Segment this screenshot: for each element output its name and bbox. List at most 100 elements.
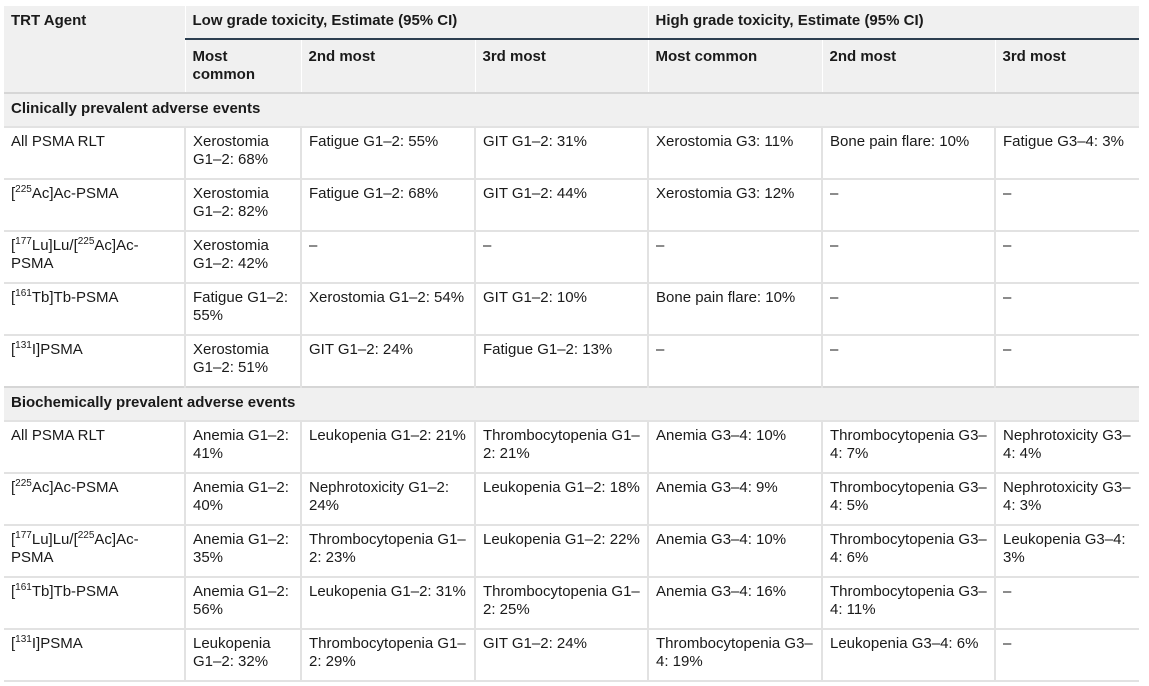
toxicity-cell: Thrombocytopenia G3–4: 11% — [821, 576, 995, 629]
table-row: [225Ac]Ac-PSMA Xerostomia G1–2: 82% Fatigu… — [4, 178, 1140, 231]
toxicity-cell: Bone pain flare: 10% — [821, 126, 995, 179]
agent-cell: All PSMA RLT — [4, 126, 185, 179]
toxicity-cell: Anemia G3–4: 10% — [647, 420, 822, 473]
agent-name-text: Ac]Ac-PSMA — [11, 531, 139, 566]
table-row: [131I]PSMA Xerostomia G1–2: 51% GIT G1–2: … — [4, 334, 1140, 387]
agent-name-text: [ — [11, 531, 16, 548]
toxicity-cell: – — [993, 282, 1140, 335]
agent-name-text: I]PSMA — [31, 635, 83, 652]
header-high-most-common: Most common — [647, 38, 822, 93]
agent-name-text: [ — [11, 289, 16, 306]
agent-name-text: All PSMA RLT — [11, 427, 105, 444]
header-row-ranks: Most common 2nd most 3rd most Most commo… — [4, 38, 1140, 93]
toxicity-cell: – — [647, 230, 822, 283]
agent-name-text: I]PSMA — [31, 341, 83, 358]
toxicity-cell: Nephrotoxicity G1–2: 24% — [300, 472, 475, 525]
toxicity-cell: Leukopenia G1–2: 22% — [474, 524, 648, 577]
toxicity-cell: Thrombocytopenia G1–2: 21% — [474, 420, 648, 473]
toxicity-cell: Thrombocytopenia G3–4: 19% — [647, 628, 822, 682]
toxicity-cell: Xerostomia G1–2: 68% — [184, 126, 301, 179]
table-row: All PSMA RLT Xerostomia G1–2: 68% Fatigue … — [4, 126, 1140, 179]
toxicity-cell: – — [993, 334, 1140, 387]
toxicity-cell: Xerostomia G1–2: 82% — [184, 178, 301, 231]
header-row-groups: TRT Agent Low grade toxicity, Estimate (… — [4, 6, 1140, 93]
table-row: [225Ac]Ac-PSMA Anemia G1–2: 40% Nephrotoxi… — [4, 472, 1140, 525]
toxicity-cell: Nephrotoxicity G3–4: 3% — [993, 472, 1140, 525]
isotope-mass-number: 161 — [15, 582, 32, 593]
section-header-row: Clinically prevalent adverse events — [4, 92, 1140, 127]
isotope-mass-number: 131 — [15, 634, 32, 645]
toxicity-cell: Fatigue G3–4: 3% — [993, 126, 1140, 179]
toxicity-cell: Nephrotoxicity G3–4: 4% — [993, 420, 1140, 473]
agent-name-text: Ac]Ac-PSMA — [31, 479, 119, 496]
toxicity-cell: Xerostomia G1–2: 51% — [184, 334, 301, 387]
isotope-mass-number: 225 — [15, 184, 32, 195]
agent-cell: [161Tb]Tb-PSMA — [4, 576, 185, 629]
toxicity-cell: – — [993, 628, 1140, 682]
agent-name-text: Lu]Lu/[ — [31, 237, 78, 254]
toxicity-cell: Thrombocytopenia G1–2: 25% — [474, 576, 648, 629]
toxicity-cell: – — [993, 230, 1140, 283]
header-low-most-common: Most common — [184, 38, 301, 93]
header-low-3rd-most: 3rd most — [474, 38, 648, 93]
isotope-mass-number: 161 — [15, 288, 32, 299]
agent-cell: [225Ac]Ac-PSMA — [4, 178, 185, 231]
agent-cell: All PSMA RLT — [4, 420, 185, 473]
header-high-2nd-most: 2nd most — [821, 38, 995, 93]
section-title: Clinically prevalent adverse events — [4, 92, 1140, 127]
agent-name-text: [ — [11, 185, 16, 202]
toxicity-cell: – — [993, 576, 1140, 629]
toxicity-cell: Leukopenia G3–4: 6% — [821, 628, 995, 682]
toxicity-cell: GIT G1–2: 24% — [474, 628, 648, 682]
agent-name-text: [ — [11, 583, 16, 600]
toxicity-cell: Anemia G1–2: 35% — [184, 524, 301, 577]
agent-name-text: Ac]Ac-PSMA — [31, 185, 119, 202]
toxicity-cell: Fatigue G1–2: 55% — [300, 126, 475, 179]
toxicity-cell: Bone pain flare: 10% — [647, 282, 822, 335]
agent-name-text: Lu]Lu/[ — [31, 531, 78, 548]
isotope-mass-number: 225 — [77, 530, 95, 541]
header-high-grade-group: High grade toxicity, Estimate (95% CI) — [647, 6, 1140, 39]
toxicity-cell: Anemia G3–4: 16% — [647, 576, 822, 629]
toxicity-cell: GIT G1–2: 10% — [474, 282, 648, 335]
toxicity-cell: Leukopenia G1–2: 32% — [184, 628, 301, 682]
agent-cell: [225Ac]Ac-PSMA — [4, 472, 185, 525]
header-trt-agent: TRT Agent — [4, 6, 185, 93]
isotope-mass-number: 225 — [15, 478, 32, 489]
header-low-grade-group: Low grade toxicity, Estimate (95% CI) — [184, 6, 648, 39]
agent-name-text: Tb]Tb-PSMA — [31, 289, 119, 306]
isotope-mass-number: 177 — [15, 530, 32, 541]
toxicity-cell: Thrombocytopenia G3–4: 5% — [821, 472, 995, 525]
toxicity-cell: Leukopenia G1–2: 31% — [300, 576, 475, 629]
toxicity-cell: Anemia G3–4: 9% — [647, 472, 822, 525]
toxicity-cell: GIT G1–2: 44% — [474, 178, 648, 231]
toxicity-cell: Anemia G1–2: 41% — [184, 420, 301, 473]
table-row: [161Tb]Tb-PSMA Anemia G1–2: 56% Leukopenia… — [4, 576, 1140, 629]
toxicity-cell: Xerostomia G3: 11% — [647, 126, 822, 179]
toxicity-cell: – — [993, 178, 1140, 231]
toxicity-cell: Thrombocytopenia G3–4: 7% — [821, 420, 995, 473]
toxicity-cell: Xerostomia G1–2: 54% — [300, 282, 475, 335]
section-header-row: Biochemically prevalent adverse events — [4, 386, 1140, 421]
agent-name-text: Ac]Ac-PSMA — [11, 237, 139, 272]
toxicity-cell: Fatigue G1–2: 55% — [184, 282, 301, 335]
toxicity-cell: Xerostomia G3: 12% — [647, 178, 822, 231]
toxicity-cell: Thrombocytopenia G3–4: 6% — [821, 524, 995, 577]
table-row: [177Lu]Lu/[225Ac]Ac-PSMA Xerostomia G1–2:… — [4, 230, 1140, 283]
toxicity-cell: Leukopenia G1–2: 21% — [300, 420, 475, 473]
agent-cell: [177Lu]Lu/[225Ac]Ac-PSMA — [4, 524, 185, 577]
toxicity-cell: Fatigue G1–2: 68% — [300, 178, 475, 231]
agent-name-text: [ — [11, 341, 16, 358]
toxicity-cell: – — [821, 178, 995, 231]
toxicity-cell: – — [474, 230, 648, 283]
table-body: Clinically prevalent adverse events All P… — [4, 92, 1140, 682]
table-row: [177Lu]Lu/[225Ac]Ac-PSMA Anemia G1–2: 35%… — [4, 524, 1140, 577]
toxicity-cell: Thrombocytopenia G1–2: 29% — [300, 628, 475, 682]
toxicity-cell: Xerostomia G1–2: 42% — [184, 230, 301, 283]
agent-cell: [131I]PSMA — [4, 628, 185, 682]
toxicity-cell: GIT G1–2: 24% — [300, 334, 475, 387]
toxicity-cell: – — [821, 282, 995, 335]
section-title: Biochemically prevalent adverse events — [4, 386, 1140, 421]
agent-name-text: All PSMA RLT — [11, 133, 105, 150]
header-high-3rd-most: 3rd most — [994, 38, 1140, 93]
